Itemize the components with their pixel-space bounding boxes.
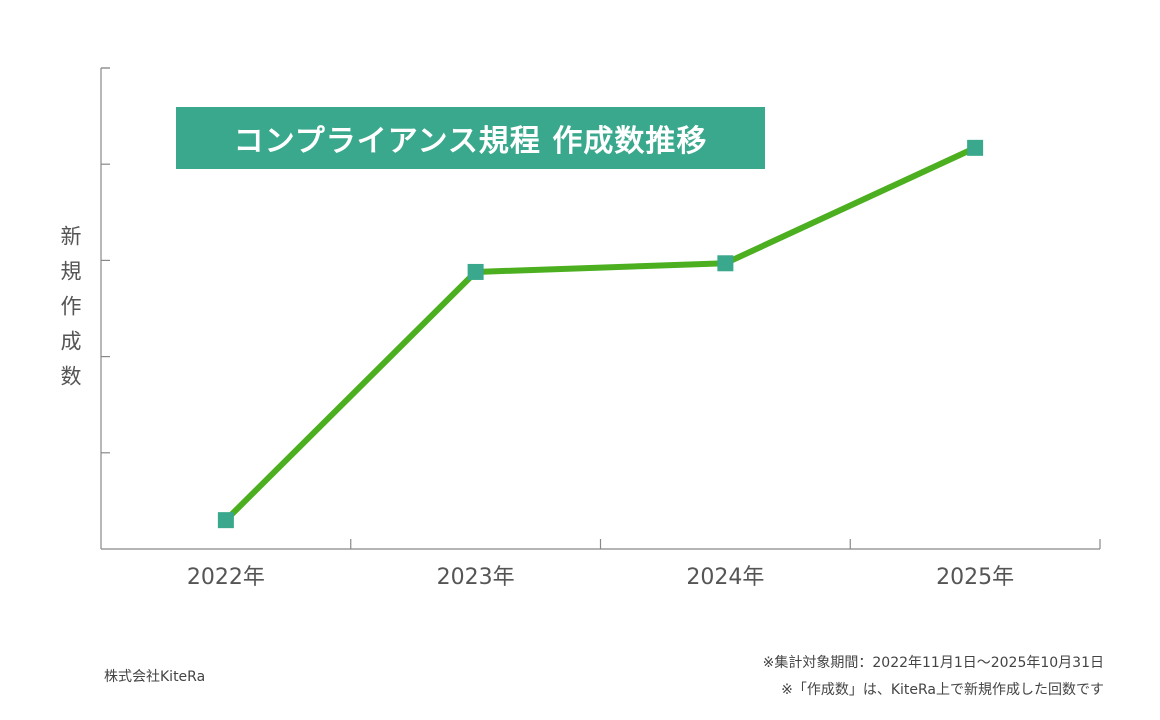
series-line (222, 144, 979, 524)
series-layer (217, 139, 984, 529)
data-point-marker (967, 139, 984, 156)
x-tick-label: 2024年 (686, 565, 764, 590)
y-ticks (101, 67, 110, 454)
company-name: 株式会社KiteRa (104, 669, 206, 685)
x-tick-label: 2022年 (187, 565, 265, 590)
x-ticks (350, 539, 1101, 549)
x-tick-label: 2023年 (437, 565, 515, 590)
y-axis-label: 新規作成数 (58, 225, 82, 400)
x-tick-labels: 2022年 2023年 2024年 2025年 (187, 565, 1014, 590)
data-point-marker (717, 255, 734, 272)
note-definition: ※「作成数」は、KiteRa上で新規作成した回数です (781, 682, 1104, 698)
x-tick-label: 2025年 (936, 565, 1014, 590)
data-point-marker (467, 263, 484, 280)
data-point-marker (217, 512, 234, 529)
note-period: ※集計対象期間：2022年11月1日〜2025年10月31日 (762, 655, 1104, 671)
chart-title: コンプライアンス規程 作成数推移 (176, 107, 765, 169)
